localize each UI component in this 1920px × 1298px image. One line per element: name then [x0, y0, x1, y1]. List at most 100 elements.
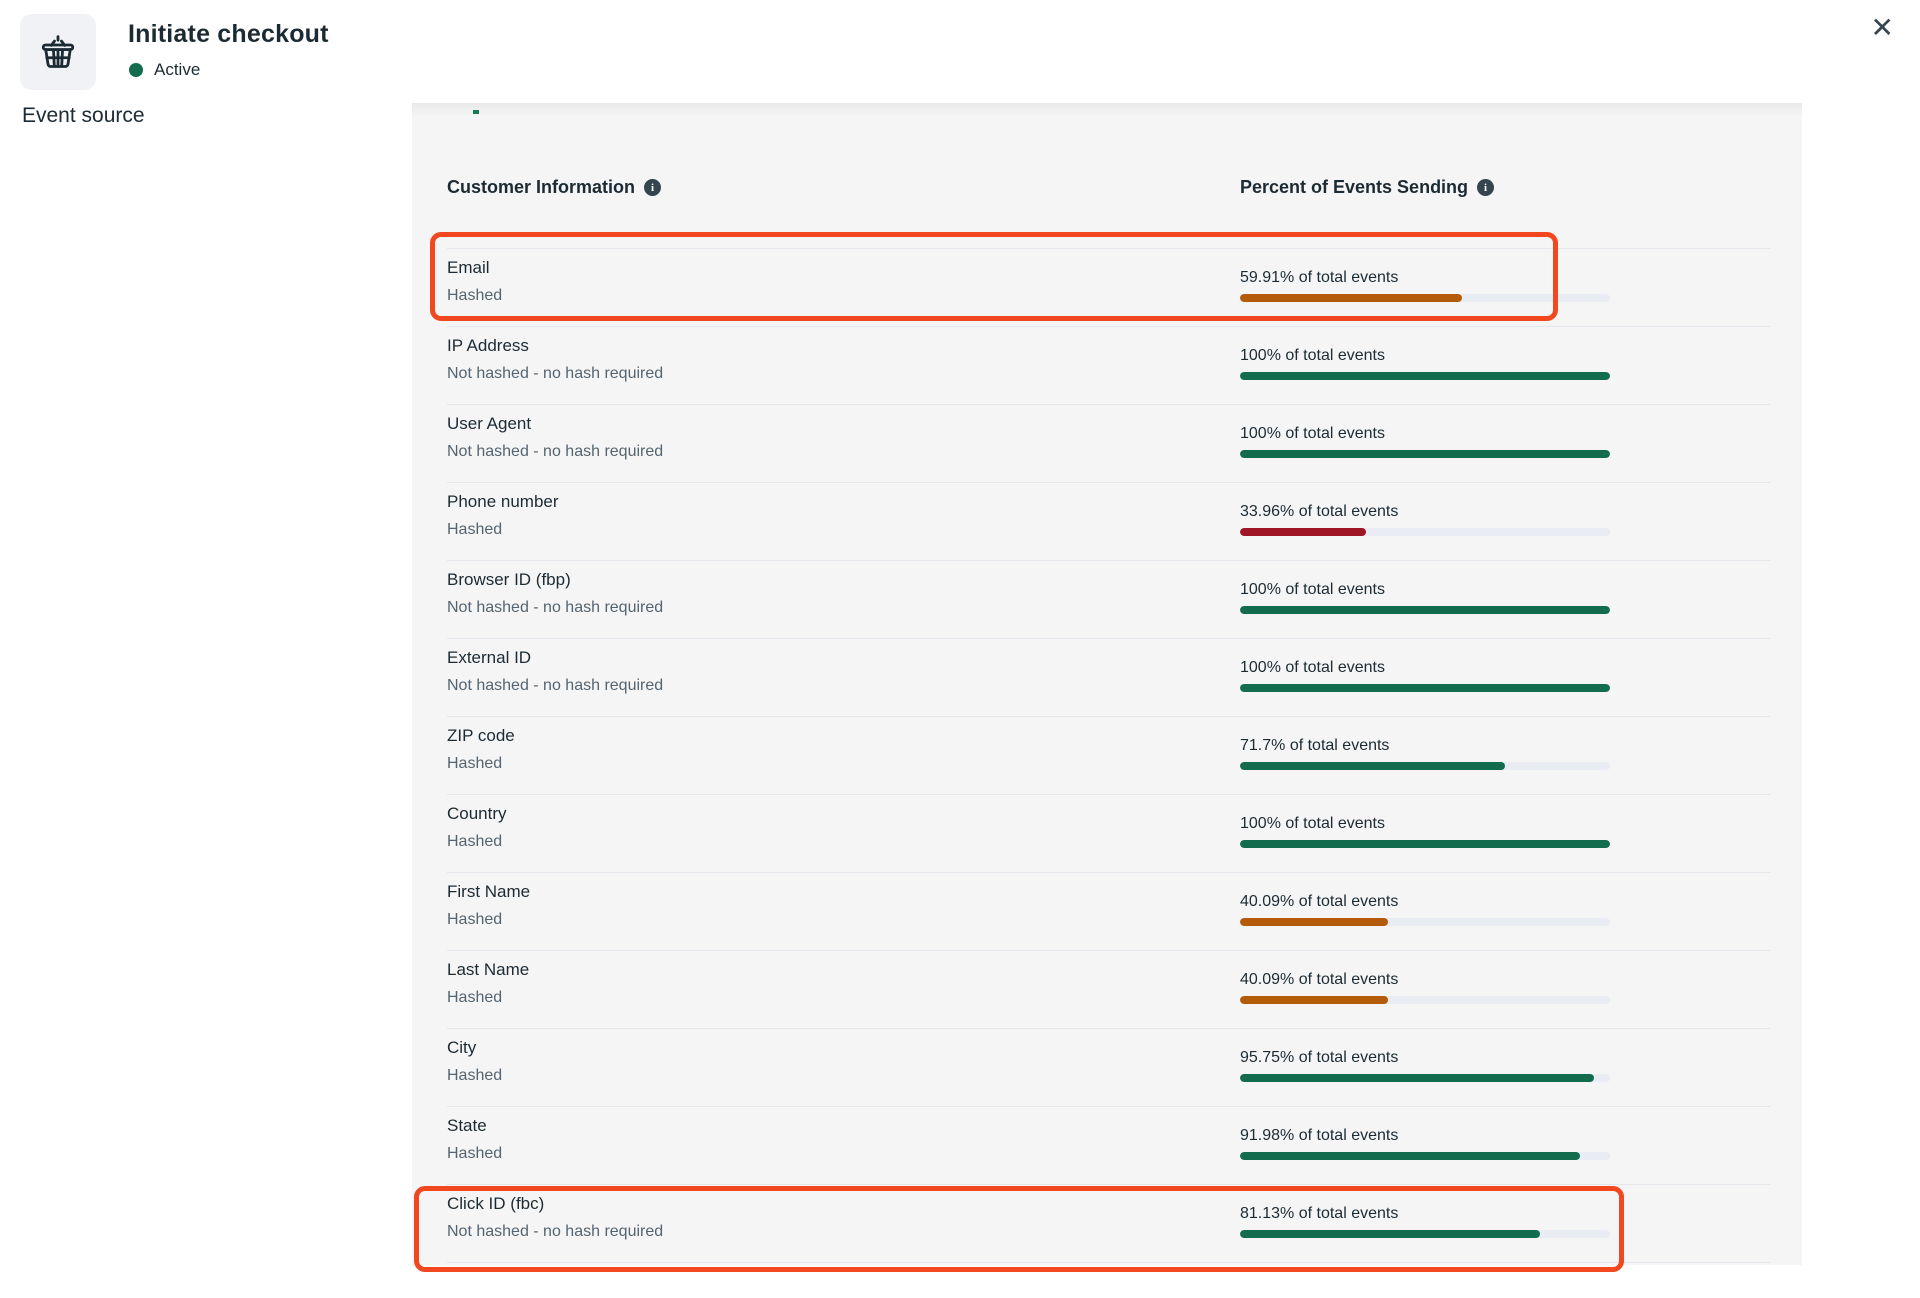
parameter-hash-status: Hashed — [447, 1067, 503, 1084]
scroll-artifact — [473, 110, 479, 114]
progress-bar-fill — [1240, 762, 1506, 770]
progress-bar-fill — [1240, 1152, 1581, 1160]
percent-of-total-events-label: 100% of total events — [1240, 425, 1385, 442]
table-row: External ID Not hashed - no hash require… — [447, 639, 1770, 717]
info-icon[interactable]: i — [644, 179, 662, 196]
parameter-hash-status: Not hashed - no hash required — [447, 1223, 664, 1240]
progress-bar-fill — [1240, 1074, 1595, 1082]
progress-bar-fill — [1240, 606, 1610, 614]
status-dot-icon — [129, 63, 143, 77]
progress-bar-track — [1240, 1230, 1610, 1238]
parameter-hash-status: Not hashed - no hash required — [447, 599, 664, 616]
progress-bar-fill — [1240, 1230, 1541, 1238]
table-row: State Hashed 91.98% of total events — [447, 1107, 1770, 1185]
customer-information-header-label: Customer Information — [447, 177, 636, 197]
percent-of-total-events-label: 100% of total events — [1240, 347, 1385, 364]
progress-bar-fill — [1240, 528, 1366, 536]
parameter-name: Click ID (fbc) — [447, 1194, 545, 1213]
progress-bar-fill — [1240, 294, 1462, 302]
parameter-name: IP Address — [447, 336, 529, 355]
customer-information-panel: Customer Information i Percent of Events… — [412, 103, 1802, 1265]
progress-bar-track — [1240, 1152, 1610, 1160]
parameter-name: ZIP code — [447, 726, 515, 745]
percent-of-total-events-label: 33.96% of total events — [1240, 503, 1399, 520]
parameter-metric: 100% of total events — [1240, 347, 1610, 380]
progress-bar-fill — [1240, 996, 1389, 1004]
progress-bar-track — [1240, 528, 1610, 536]
parameter-name: User Agent — [447, 414, 532, 433]
table-row: City Hashed 95.75% of total events — [447, 1029, 1770, 1107]
page-title: Initiate checkout — [128, 20, 329, 48]
parameter-metric: 40.09% of total events — [1240, 971, 1610, 1004]
table-row: Browser ID (fbp) Not hashed - no hash re… — [447, 561, 1770, 639]
parameters-table: Email Hashed 59.91% of total events IP A… — [447, 248, 1770, 1263]
parameter-hash-status: Hashed — [447, 989, 503, 1006]
event-icon-tile — [20, 14, 96, 90]
parameter-metric: 91.98% of total events — [1240, 1127, 1610, 1160]
table-row: First Name Hashed 40.09% of total events — [447, 873, 1770, 951]
close-icon[interactable]: ✕ — [1870, 12, 1894, 43]
progress-bar-track — [1240, 918, 1610, 926]
parameter-hash-status: Hashed — [447, 755, 503, 772]
progress-bar-track — [1240, 294, 1610, 302]
percent-of-total-events-label: 95.75% of total events — [1240, 1049, 1399, 1066]
parameter-name: Last Name — [447, 960, 530, 979]
parameter-metric: 59.91% of total events — [1240, 269, 1610, 302]
parameter-metric: 33.96% of total events — [1240, 503, 1610, 536]
percent-of-total-events-label: 100% of total events — [1240, 659, 1385, 676]
progress-bar-track — [1240, 606, 1610, 614]
percent-of-total-events-label: 81.13% of total events — [1240, 1205, 1399, 1222]
progress-bar-fill — [1240, 372, 1610, 380]
parameter-name: Email — [447, 258, 490, 277]
percent-of-total-events-label: 100% of total events — [1240, 581, 1385, 598]
percent-of-total-events-label: 91.98% of total events — [1240, 1127, 1399, 1144]
parameter-name: Browser ID (fbp) — [447, 570, 571, 589]
parameter-hash-status: Hashed — [447, 911, 503, 928]
table-row: Phone number Hashed 33.96% of total even… — [447, 483, 1770, 561]
parameter-name: State — [447, 1116, 487, 1135]
table-row: IP Address Not hashed - no hash required… — [447, 327, 1770, 405]
parameter-metric: 100% of total events — [1240, 581, 1610, 614]
parameter-metric: 100% of total events — [1240, 815, 1610, 848]
parameter-hash-status: Hashed — [447, 1145, 503, 1162]
table-row: User Agent Not hashed - no hash required… — [447, 405, 1770, 483]
info-icon[interactable]: i — [1477, 179, 1495, 196]
parameter-name: City — [447, 1038, 477, 1057]
parameter-metric: 100% of total events — [1240, 659, 1610, 692]
percent-header-label: Percent of Events Sending — [1240, 177, 1469, 197]
parameter-metric: 100% of total events — [1240, 425, 1610, 458]
progress-bar-fill — [1240, 918, 1389, 926]
progress-bar-track — [1240, 372, 1610, 380]
parameter-name: External ID — [447, 648, 532, 667]
column-header-percent-of-events-sending: Percent of Events Sending i — [1240, 177, 1495, 198]
parameter-hash-status: Not hashed - no hash required — [447, 365, 664, 382]
status-label: Active — [154, 60, 201, 79]
parameter-name: First Name — [447, 882, 531, 901]
parameter-hash-status: Hashed — [447, 287, 503, 304]
progress-bar-track — [1240, 1074, 1610, 1082]
column-header-customer-information: Customer Information i — [447, 177, 662, 198]
progress-bar-fill — [1240, 840, 1610, 848]
table-row: Email Hashed 59.91% of total events — [447, 249, 1770, 327]
parameter-name: Country — [447, 804, 507, 823]
parameter-metric: 95.75% of total events — [1240, 1049, 1610, 1082]
parameter-hash-status: Not hashed - no hash required — [447, 677, 664, 694]
table-row: Click ID (fbc) Not hashed - no hash requ… — [447, 1185, 1770, 1263]
event-source-label: Event source — [22, 104, 145, 127]
parameter-hash-status: Not hashed - no hash required — [447, 443, 664, 460]
progress-bar-track — [1240, 996, 1610, 1004]
table-row: Country Hashed 100% of total events — [447, 795, 1770, 873]
percent-of-total-events-label: 100% of total events — [1240, 815, 1385, 832]
progress-bar-track — [1240, 762, 1610, 770]
status-badge: Active — [129, 60, 200, 80]
percent-of-total-events-label: 40.09% of total events — [1240, 893, 1399, 910]
progress-bar-track — [1240, 684, 1610, 692]
parameter-name: Phone number — [447, 492, 559, 511]
percent-of-total-events-label: 71.7% of total events — [1240, 737, 1390, 754]
percent-of-total-events-label: 40.09% of total events — [1240, 971, 1399, 988]
parameter-metric: 40.09% of total events — [1240, 893, 1610, 926]
progress-bar-fill — [1240, 450, 1610, 458]
progress-bar-track — [1240, 840, 1610, 848]
parameter-hash-status: Hashed — [447, 521, 503, 538]
table-row: Last Name Hashed 40.09% of total events — [447, 951, 1770, 1029]
